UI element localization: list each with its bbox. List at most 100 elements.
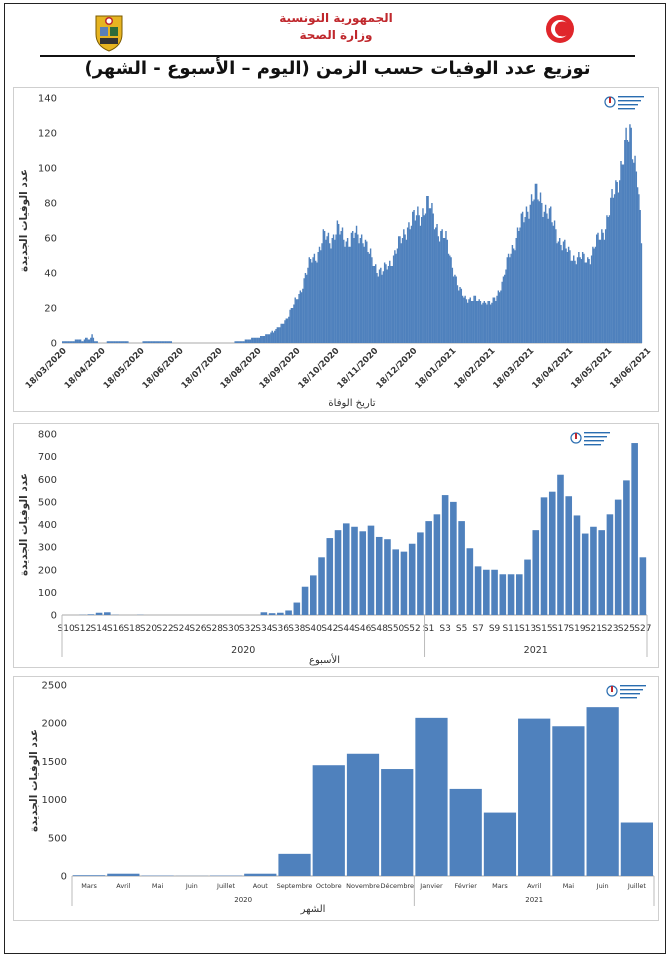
day-bar	[587, 257, 589, 343]
day-bar	[113, 341, 115, 343]
week-bar	[334, 530, 342, 615]
ministry-line-2: وزارة الصحة	[299, 28, 373, 42]
x-tick-label: S19	[568, 624, 585, 634]
day-bar	[265, 334, 267, 343]
day-bar	[596, 234, 598, 343]
day-bar	[468, 299, 470, 343]
day-bar	[558, 238, 561, 343]
day-bar	[418, 215, 420, 343]
day-bar	[469, 297, 471, 343]
y-tick-label: 2500	[42, 681, 67, 692]
x-tick-label: Juin	[596, 882, 609, 890]
day-bar	[400, 243, 402, 343]
day-bar	[498, 292, 501, 343]
x-tick-label: Février	[455, 882, 478, 890]
day-bar	[277, 327, 280, 343]
day-bar	[625, 127, 627, 343]
y-tick-label: 100	[38, 164, 57, 175]
day-bar	[417, 206, 419, 343]
day-bar	[592, 246, 594, 343]
day-bar	[153, 341, 156, 343]
day-bar	[507, 253, 510, 343]
week-bar	[433, 514, 441, 615]
x-tick-label: Mars	[81, 882, 97, 890]
day-bar	[352, 231, 354, 343]
x-tick-label: S20	[140, 624, 157, 634]
day-bar	[81, 341, 83, 343]
day-bar	[261, 336, 263, 343]
x-tick-label: S27	[634, 624, 651, 634]
day-bar	[624, 140, 626, 343]
day-bar	[321, 243, 323, 343]
day-bar	[484, 302, 487, 343]
day-bar	[497, 290, 500, 343]
month-bar	[552, 726, 585, 876]
y-tick-label: 700	[38, 452, 57, 463]
day-bar	[92, 337, 95, 343]
day-bar	[281, 323, 284, 343]
day-bar	[76, 339, 78, 343]
day-bar	[341, 227, 344, 343]
day-bar	[340, 231, 342, 343]
x-tick-label: S46	[354, 624, 371, 634]
day-bar	[479, 301, 482, 343]
day-bar	[266, 334, 268, 343]
day-bar	[403, 229, 405, 343]
day-bar	[440, 231, 442, 343]
day-bar	[406, 227, 409, 343]
x-tick-label: S1	[423, 624, 434, 634]
day-bar	[148, 341, 151, 343]
y-tick-label: 300	[38, 543, 57, 554]
day-bar	[93, 341, 96, 343]
day-bar	[621, 164, 623, 343]
ministry-name: الجمهورية التونسية وزارة الصحة	[236, 10, 436, 44]
day-bar	[142, 341, 144, 343]
day-bar	[603, 239, 606, 343]
day-bar	[143, 341, 146, 343]
month-bar	[346, 753, 380, 876]
day-bar	[73, 341, 75, 343]
day-bar	[65, 341, 68, 343]
day-bar	[474, 295, 477, 343]
y-tick-label: 120	[38, 129, 57, 140]
day-bar	[386, 269, 388, 343]
day-bar	[318, 246, 321, 343]
x-tick-label: S34	[255, 624, 272, 634]
day-bar	[413, 210, 415, 343]
day-bar	[376, 273, 378, 343]
day-bar	[116, 341, 119, 343]
day-bar	[69, 341, 72, 343]
y-tick-label: 800	[38, 430, 57, 441]
x-tick-label: S7	[472, 624, 483, 634]
week-bar	[548, 491, 556, 615]
day-bar	[443, 238, 446, 343]
day-bar	[543, 211, 546, 343]
day-bar	[590, 255, 593, 343]
day-bar	[286, 318, 289, 343]
day-bar	[583, 253, 585, 343]
y-tick-label: 0	[61, 872, 67, 883]
y-tick-label: 200	[38, 565, 57, 576]
day-bar	[244, 339, 247, 343]
day-bar	[106, 341, 109, 343]
day-bar	[567, 246, 570, 343]
day-bar	[237, 341, 239, 343]
day-bar	[155, 341, 157, 343]
day-bar	[473, 295, 475, 343]
day-bar	[565, 248, 567, 343]
day-bar	[360, 234, 363, 343]
x-tick-label: S17	[552, 624, 569, 634]
day-bar	[367, 252, 369, 343]
day-bar	[502, 276, 505, 343]
day-bar	[458, 290, 460, 343]
day-bar	[452, 276, 455, 343]
day-bar	[427, 196, 429, 343]
day-bar	[631, 159, 634, 343]
x-tick-label: S5	[456, 624, 467, 634]
month-bar	[518, 718, 551, 876]
day-bar	[72, 341, 74, 343]
day-bar	[271, 330, 273, 343]
day-bar	[630, 127, 632, 343]
day-bar	[638, 194, 640, 343]
day-bar	[313, 253, 316, 343]
